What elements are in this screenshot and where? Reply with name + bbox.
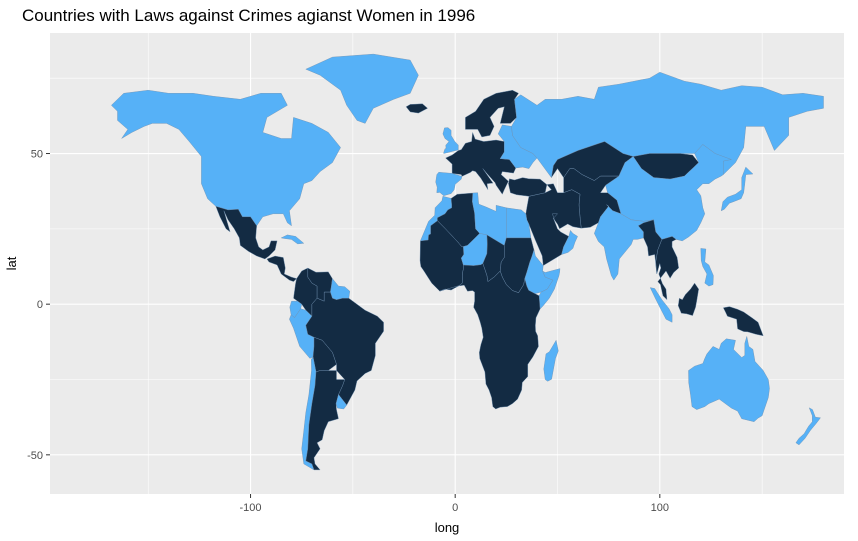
x-axis-ticks: -100 0 100 xyxy=(240,494,669,514)
country-scandinavia xyxy=(465,90,519,138)
country-borneo xyxy=(678,282,699,316)
country-oman xyxy=(561,230,578,255)
country-iberia xyxy=(435,172,463,196)
country-mexico xyxy=(215,206,278,260)
country-new-zealand xyxy=(795,407,821,446)
y-tick-label: 50 xyxy=(31,149,43,161)
country-central-southern-africa xyxy=(439,263,541,410)
x-tick-label: 100 xyxy=(651,502,669,514)
y-tick-label: 0 xyxy=(37,299,43,311)
country-philippines xyxy=(700,248,714,287)
y-axis-title: lat xyxy=(4,256,19,270)
country-north-america xyxy=(111,90,341,226)
country-western-europe xyxy=(445,132,516,195)
country-new-guinea xyxy=(723,306,764,336)
country-australia xyxy=(688,336,770,422)
country-middle-east xyxy=(525,183,582,266)
x-axis-title: long xyxy=(435,520,460,535)
country-japan xyxy=(721,166,754,211)
country-indochina xyxy=(655,236,679,300)
country-uruguay xyxy=(335,394,347,410)
chart-title: Countries with Laws against Crimes agian… xyxy=(22,6,476,25)
country-united-kingdom xyxy=(442,127,459,154)
country-sumatra xyxy=(650,287,673,323)
x-tick-label: -100 xyxy=(240,502,262,514)
country-iceland xyxy=(405,103,428,114)
country-argentina xyxy=(305,370,345,471)
country-madagascar xyxy=(543,340,559,382)
y-tick-label: -50 xyxy=(27,450,43,462)
country-cuba xyxy=(281,234,304,245)
country-greenland xyxy=(305,53,419,124)
country-eastern-europe xyxy=(498,124,538,169)
x-tick-label: 0 xyxy=(452,502,458,514)
y-axis-ticks: -50 0 50 xyxy=(27,149,50,462)
country-turkey xyxy=(508,177,548,197)
country-polygons xyxy=(111,53,824,471)
country-somalia xyxy=(538,268,561,310)
